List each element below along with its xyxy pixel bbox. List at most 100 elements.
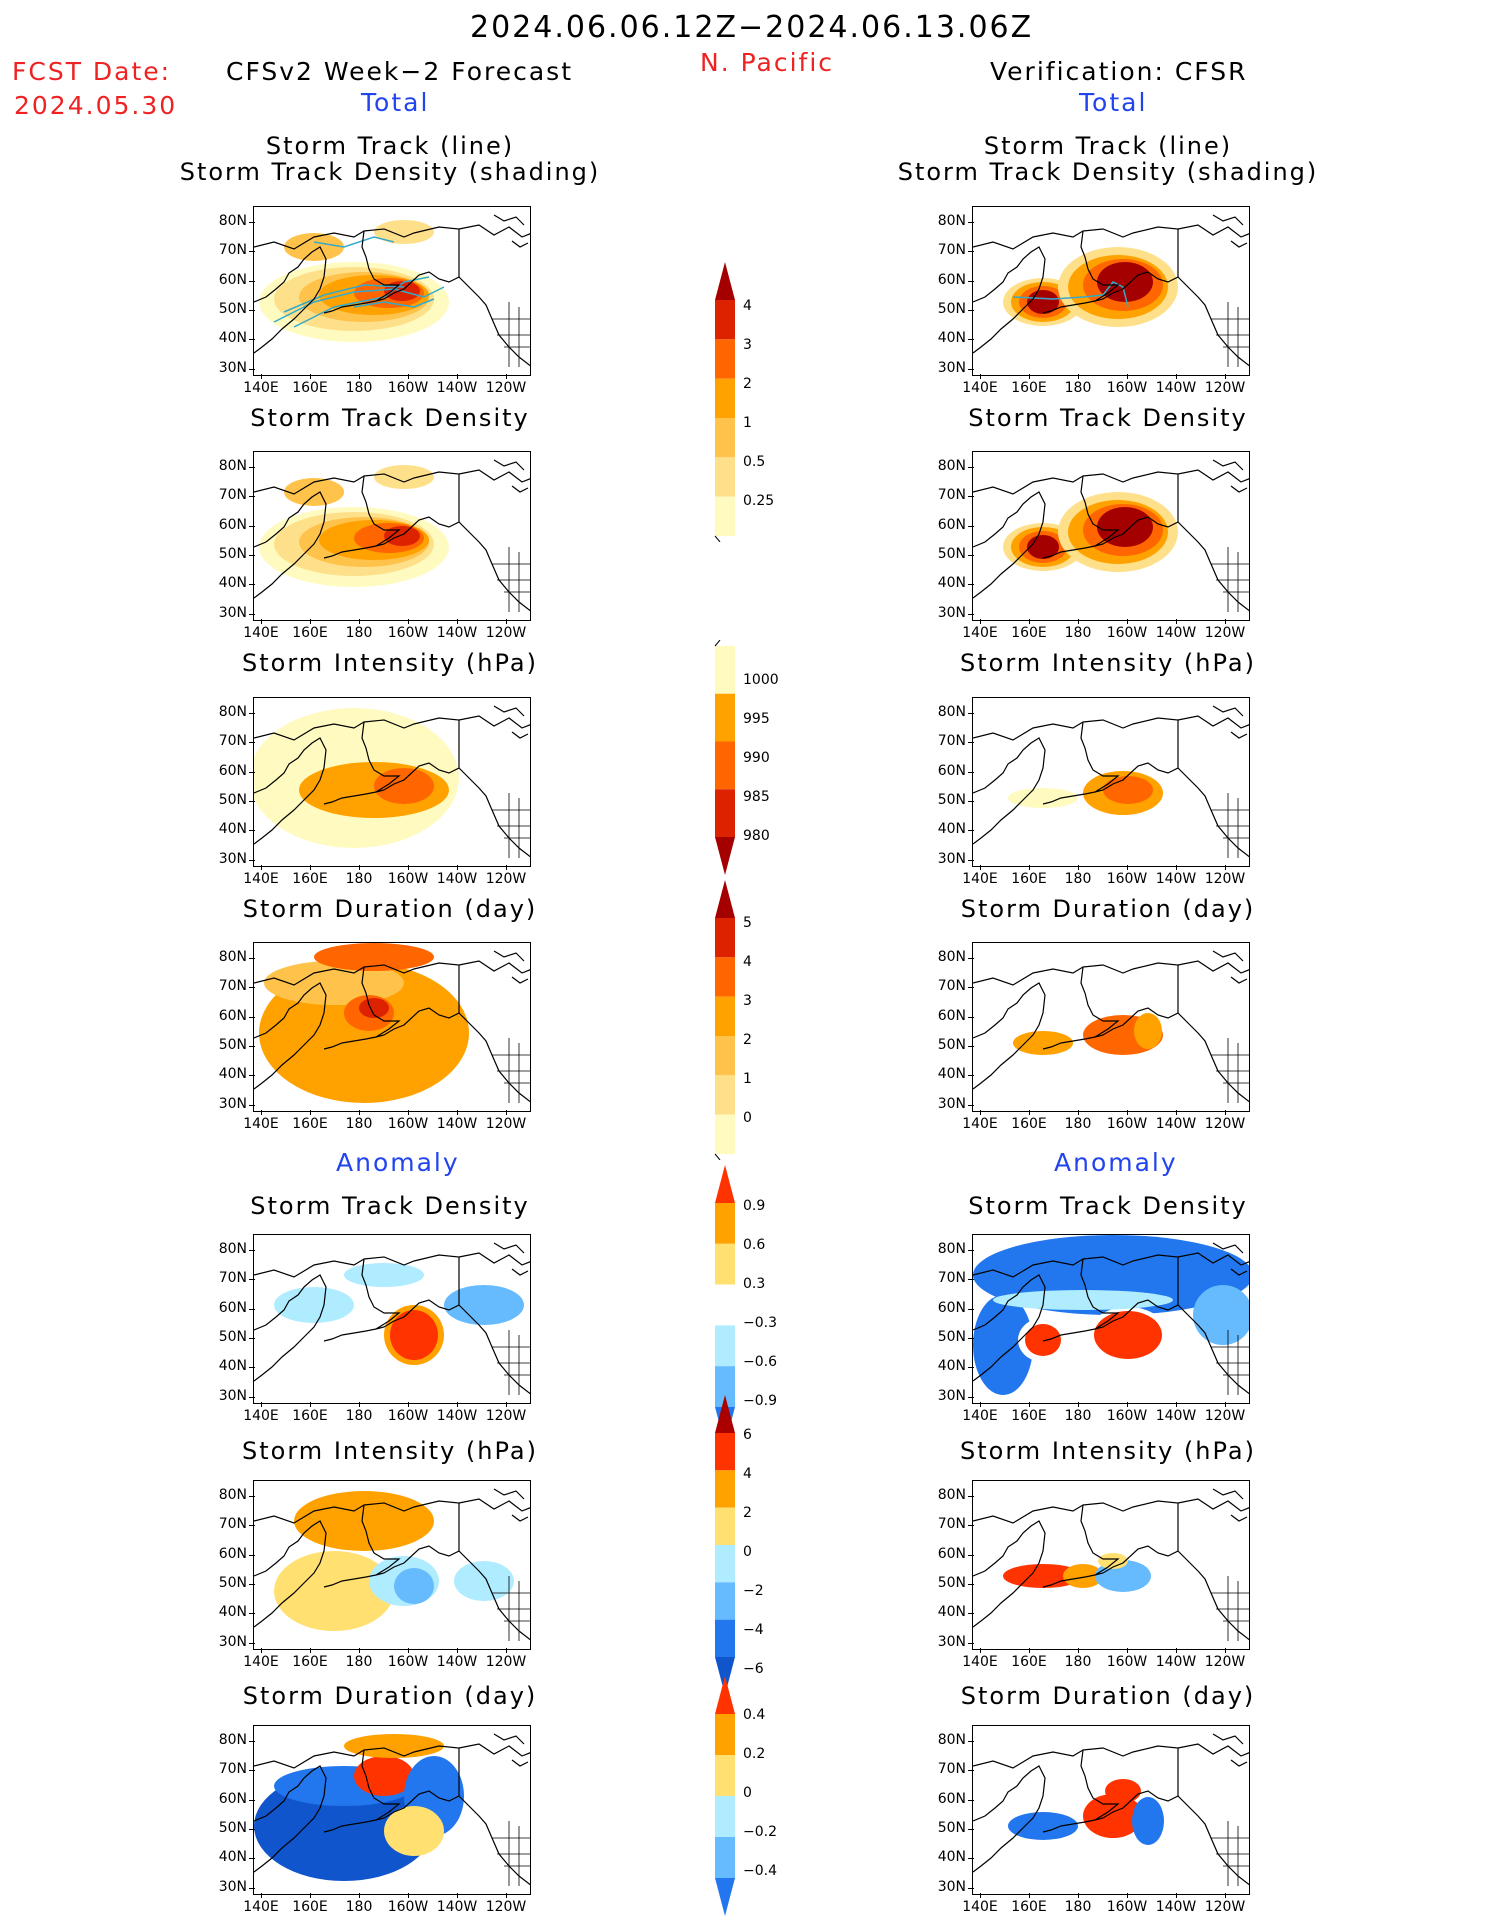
lon-tick (261, 1402, 262, 1407)
lon-tick (359, 1893, 360, 1898)
lon-tick-label: 140W (436, 625, 478, 641)
colorbar-segment (715, 418, 735, 458)
lon-tick (1029, 1110, 1030, 1115)
lat-tick (249, 280, 255, 282)
colorbar-label: 1000 (743, 672, 779, 688)
coastline (254, 1520, 327, 1628)
colorbar-arrow-top (715, 1676, 735, 1714)
anom-intensity-colorbar (715, 1395, 735, 1695)
lat-tick (968, 1613, 974, 1615)
lat-tick (249, 525, 255, 527)
shading-region (454, 1561, 514, 1601)
lon-tick (261, 374, 262, 379)
lon-tick-label: 140W (436, 380, 478, 396)
lat-tick (968, 1642, 974, 1644)
colorbar-label: 0.5 (743, 454, 766, 470)
lat-tick (249, 1308, 255, 1310)
lat-tick (249, 496, 255, 498)
coastline (254, 1258, 365, 1278)
lon-tick-label: 180 (1064, 1899, 1092, 1915)
colorbar-label: 2 (743, 376, 752, 392)
lat-tick (249, 1741, 255, 1742)
lon-tick-label: 160E (292, 871, 328, 887)
coastline (1080, 1254, 1179, 1330)
colorbar-segment (715, 1714, 735, 1755)
map-canvas (973, 705, 1249, 858)
lon-tick (408, 1110, 409, 1115)
density-colorbar (714, 262, 735, 542)
colorbar-arrow-top (715, 1395, 735, 1433)
colorbar-segment (715, 496, 735, 536)
map-canvas (254, 1242, 530, 1395)
lon-tick-label: 160W (387, 1408, 429, 1424)
colorbar-label: 0.2 (743, 1746, 766, 1762)
coastline (254, 230, 365, 250)
coastline (323, 791, 377, 805)
right-total-label: Total (1079, 88, 1148, 117)
coastline (323, 1328, 377, 1342)
map-panel (253, 1234, 531, 1404)
lat-tick-label: 50N (218, 300, 247, 317)
lat-tick (968, 987, 974, 989)
colorbar-segment (715, 1243, 735, 1285)
lon-tick-label: 120W (485, 625, 527, 641)
map-canvas (973, 459, 1249, 612)
lon-tick (457, 1648, 458, 1653)
lon-tick (408, 619, 409, 624)
colorbar-segment (715, 693, 735, 742)
lat-tick-label: 70N (218, 1761, 247, 1778)
map-panel (972, 1725, 1250, 1895)
lon-tick-label: 140W (1155, 1654, 1197, 1670)
lat-tick (249, 1337, 255, 1339)
colorbar-segment (715, 1075, 735, 1115)
colorbar-tail (714, 535, 721, 542)
lon-tick-label: 160E (292, 1408, 328, 1424)
lon-tick (506, 1648, 507, 1653)
lat-tick (968, 525, 974, 527)
colorbar-segment (715, 300, 735, 340)
lon-tick-label: 160W (387, 1654, 429, 1670)
lon-tick-label: 120W (485, 1899, 527, 1915)
lat-tick (249, 613, 255, 615)
lon-tick (261, 865, 262, 870)
coastline (254, 475, 365, 495)
lat-tick (968, 800, 974, 802)
lon-tick-label: 140W (1155, 1116, 1197, 1132)
lat-tick-label: 30N (218, 1633, 247, 1650)
coastline (254, 1504, 365, 1524)
lat-tick-label: 70N (218, 242, 247, 259)
lon-tick (457, 619, 458, 624)
lon-tick (457, 1402, 458, 1407)
lon-tick-label: 180 (1064, 380, 1092, 396)
coastline (1080, 717, 1179, 793)
shading-region (1094, 1311, 1162, 1359)
map-panel (253, 206, 531, 376)
lat-tick-label: 60N (937, 1545, 966, 1562)
state-borders (1211, 1038, 1249, 1103)
colorbar-label: −0.3 (743, 1315, 777, 1331)
map-panel (253, 1725, 531, 1895)
lon-tick-label: 140W (436, 1654, 478, 1670)
lat-tick-label: 70N (937, 487, 966, 504)
lon-tick-label: 140E (962, 1408, 998, 1424)
lon-tick (506, 1893, 507, 1898)
lon-tick (408, 374, 409, 379)
lon-tick-label: 160E (292, 1654, 328, 1670)
lon-tick-label: 140E (962, 871, 998, 887)
lon-tick-label: 120W (1204, 1654, 1246, 1670)
map-panel (972, 206, 1250, 376)
lat-tick-label: 80N (937, 704, 966, 720)
lon-tick-label: 180 (1064, 625, 1092, 641)
coastline (1212, 459, 1248, 493)
lon-tick (1225, 1110, 1226, 1115)
lon-tick (980, 619, 981, 624)
lon-tick (1127, 619, 1128, 624)
lon-tick (1078, 1893, 1079, 1898)
colorbar-label: 985 (743, 789, 770, 805)
coastline (493, 1242, 529, 1276)
lat-tick-label: 40N (937, 1604, 966, 1621)
colorbar-label: 3 (743, 993, 752, 1009)
lon-tick-label: 180 (345, 625, 373, 641)
lon-tick-label: 140W (436, 1116, 478, 1132)
shading-region (294, 1491, 434, 1551)
